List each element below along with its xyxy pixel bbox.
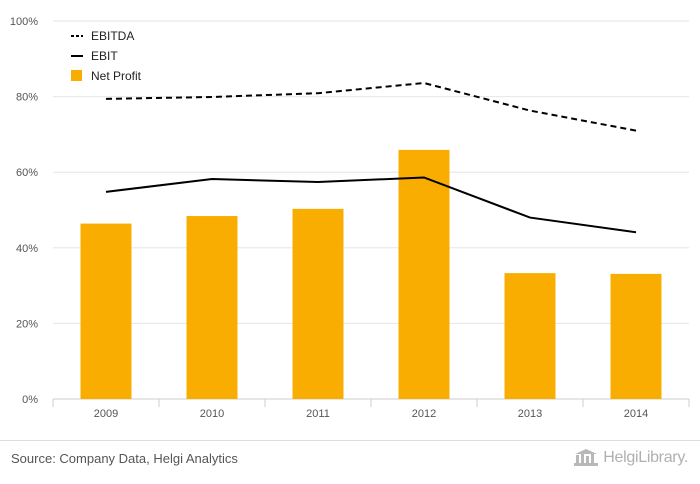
legend-label: EBITDA — [91, 29, 134, 43]
x-tick-label: 2011 — [306, 408, 330, 420]
bar-net-profit — [80, 223, 132, 399]
chart-svg: 0% 20% 40% 60% 80% 100% 2009 2010 2011 2012 2013 20… — [10, 16, 690, 420]
legend-label: Net Profit — [91, 69, 142, 83]
footer: Source: Company Data, Helgi Analytics He… — [0, 440, 700, 484]
y-tick-label: 40% — [16, 243, 38, 255]
x-tick-label: 2013 — [518, 408, 542, 420]
line-ebitda — [105, 81, 637, 132]
source-note: Source: Company Data, Helgi Analytics — [11, 451, 238, 466]
bar-net-profit — [292, 208, 344, 399]
y-tick-label: 60% — [16, 167, 38, 179]
y-tick-label: 20% — [16, 318, 38, 330]
brand-logo: HelgiLibrary. — [573, 449, 688, 467]
legend-swatch-net-profit — [71, 70, 82, 81]
x-tick-label: 2012 — [412, 408, 436, 420]
y-tick-label: 100% — [10, 16, 38, 28]
bar-net-profit — [186, 216, 238, 399]
y-tick-label: 0% — [22, 394, 38, 406]
legend-label: EBIT — [91, 49, 118, 63]
library-icon — [574, 449, 599, 466]
brand-name: HelgiLibrary. — [603, 449, 688, 466]
bar-net-profit — [504, 273, 556, 399]
bar-net-profit — [610, 273, 662, 399]
x-tick-label: 2010 — [200, 408, 224, 420]
bar-net-profit — [398, 149, 450, 399]
x-tick-label: 2014 — [624, 408, 648, 420]
chart: 0% 20% 40% 60% 80% 100% 2009 2010 2011 2012 2013 20… — [10, 16, 690, 420]
line-ebit — [105, 176, 637, 234]
y-tick-label: 80% — [16, 92, 38, 104]
x-tick-label: 2009 — [94, 408, 118, 420]
